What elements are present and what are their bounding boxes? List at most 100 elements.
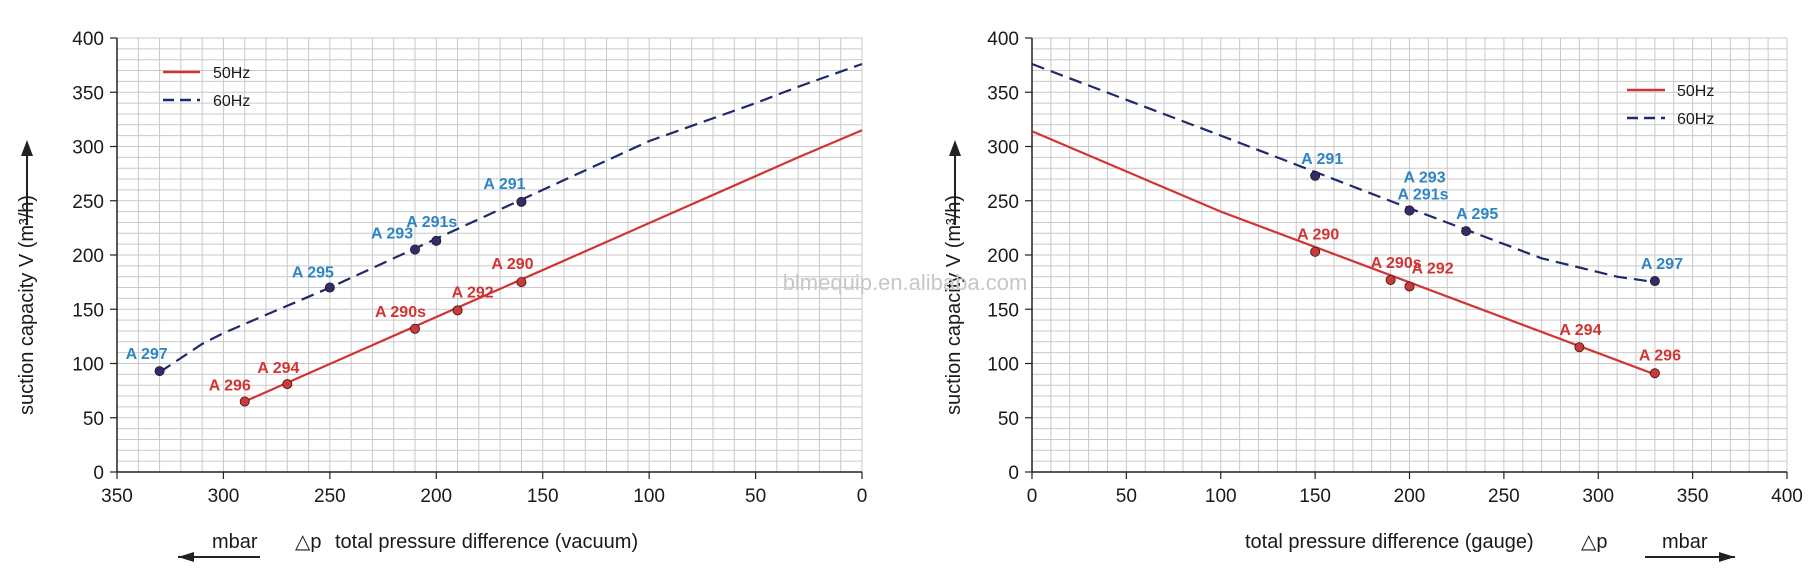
data-label: A 292: [452, 284, 494, 301]
legend-label-60hz: 60Hz: [1677, 111, 1714, 128]
data-label: A 296: [1639, 347, 1681, 364]
chart-panel-2: 0 50 100 150 200 250 300 350 400 0 50 100 150 200 250 3…: [943, 29, 1803, 562]
data-label: A 292: [1412, 260, 1454, 277]
x-tick-label: 300: [1582, 486, 1614, 507]
y-tick-label: 400: [987, 29, 1019, 50]
x-axis-delta-p: △p: [295, 531, 322, 553]
data-point: [1310, 170, 1321, 181]
y-tick-label: 0: [1008, 463, 1019, 484]
data-label: A 291s: [1398, 187, 1449, 204]
x-tick-label: 100: [633, 486, 665, 507]
y-tick-label: 300: [987, 138, 1019, 159]
data-point: [409, 244, 420, 255]
y-tick-label: 350: [72, 83, 104, 104]
data-label: A 293: [1404, 170, 1446, 187]
data-point: [154, 366, 165, 377]
x-unit-arrow-head: [178, 552, 194, 562]
y-tick-label: 350: [987, 83, 1019, 104]
y-tick-label: 250: [987, 192, 1019, 213]
y-tick-label: 200: [987, 246, 1019, 267]
grid: [116, 37, 863, 473]
data-point: [282, 379, 293, 390]
x-tick-label: 50: [1116, 486, 1137, 507]
data-point: [1310, 246, 1321, 257]
series-line-50hz: [244, 129, 863, 403]
x-tick-label: 150: [527, 486, 559, 507]
data-label: A 295: [292, 265, 334, 282]
data-point: [516, 277, 527, 288]
y-tick-label: 200: [72, 246, 104, 267]
legend-label-50hz: 50Hz: [213, 65, 250, 82]
x-tick-label: 200: [1394, 486, 1426, 507]
data-label: A 294: [1559, 322, 1601, 339]
data-label: A 293: [371, 226, 413, 243]
data-label: A 291: [1301, 151, 1343, 168]
data-point: [431, 235, 442, 246]
data-label: A 290s: [375, 304, 426, 321]
data-point: [1385, 274, 1396, 285]
series-line-60hz: [1031, 62, 1656, 284]
data-point: [239, 396, 250, 407]
x-tick-label: 0: [857, 486, 868, 507]
y-axis-arrow-head: [21, 140, 33, 156]
x-axis-title: total pressure difference (gauge): [1245, 531, 1534, 553]
y-tick-label: 250: [72, 192, 104, 213]
y-tick-label: 100: [72, 355, 104, 376]
x-unit-arrow-head: [1719, 552, 1735, 562]
y-tick-label: 150: [72, 300, 104, 321]
y-tick-label: 50: [83, 409, 104, 430]
data-label: A 296: [209, 377, 251, 394]
x-tick-label: 250: [314, 486, 346, 507]
series-line-50hz: [1031, 130, 1656, 376]
data-point: [1574, 342, 1585, 353]
y-axis-title: suction capacity V (m³/h): [943, 195, 965, 415]
data-label: A 290s: [1371, 255, 1422, 272]
data-point: [324, 282, 335, 293]
y-tick-label: 50: [998, 409, 1019, 430]
x-tick-label: 50: [745, 486, 766, 507]
data-label: A 290: [491, 256, 533, 273]
x-tick-label: 350: [1677, 486, 1709, 507]
legend-label-50hz: 50Hz: [1677, 83, 1714, 100]
y-tick-label: 400: [72, 29, 104, 50]
x-tick-label: 150: [1299, 486, 1331, 507]
series-line-60hz: [158, 62, 863, 374]
data-label: A 297: [126, 346, 168, 363]
x-axis-unit-label: mbar: [1662, 531, 1708, 553]
data-label: A 291s: [406, 214, 457, 231]
data-point: [1404, 205, 1415, 216]
x-axis-delta-p: △p: [1581, 531, 1608, 553]
watermark-text: blmequip.en.alibaba.com: [783, 270, 1028, 295]
data-label: A 290: [1297, 227, 1339, 244]
data-label: A 295: [1456, 206, 1498, 223]
x-tick-label: 200: [420, 486, 452, 507]
data-point: [1461, 226, 1472, 237]
data-point: [1649, 276, 1660, 287]
data-point: [409, 323, 420, 334]
data-label: A 297: [1641, 256, 1683, 273]
x-tick-label: 400: [1771, 486, 1803, 507]
y-tick-label: 100: [987, 355, 1019, 376]
legend-label-60hz: 60Hz: [213, 93, 250, 110]
x-tick-label: 300: [208, 486, 240, 507]
y-tick-label: 150: [987, 300, 1019, 321]
x-tick-label: 350: [101, 486, 133, 507]
y-tick-label: 0: [93, 463, 104, 484]
x-axis-title: total pressure difference (vacuum): [335, 531, 638, 553]
data-point: [1649, 368, 1660, 379]
y-axis-title: suction capacity V (m³/h): [16, 195, 38, 415]
chart-panel-1: 0 50 100 150 200 250 300 350 400 350 300 250 200 150 1…: [16, 29, 867, 562]
x-tick-label: 0: [1027, 486, 1038, 507]
y-tick-label: 300: [72, 138, 104, 159]
x-tick-label: 100: [1205, 486, 1237, 507]
x-tick-label: 250: [1488, 486, 1520, 507]
x-axis-unit-label: mbar: [212, 531, 258, 553]
data-point: [1404, 281, 1415, 292]
data-label: A 294: [257, 360, 299, 377]
data-point: [516, 196, 527, 207]
data-point: [452, 305, 463, 316]
y-axis-arrow-head: [949, 140, 961, 156]
data-label: A 291: [483, 176, 525, 193]
